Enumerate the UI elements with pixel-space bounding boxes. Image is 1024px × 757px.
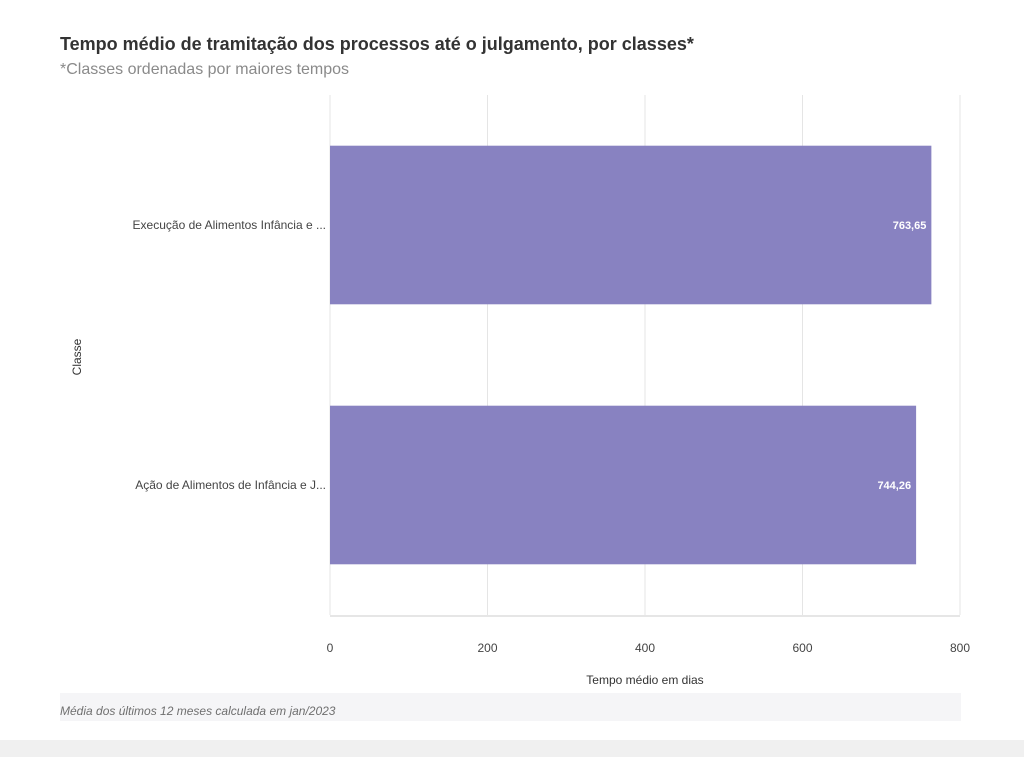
x-tick-label-1: 200 xyxy=(477,641,497,655)
category-label-1: Ação de Alimentos de Infância e J... xyxy=(135,478,326,492)
x-tick-label-0: 0 xyxy=(327,641,334,655)
bar-0[interactable] xyxy=(330,145,932,305)
x-tick-label-4: 800 xyxy=(950,641,970,655)
x-axis-ticks: 0 200 400 600 800 xyxy=(327,641,971,655)
category-label-0: Execução de Alimentos Infância e ... xyxy=(133,218,326,232)
chart-subtitle: *Classes ordenadas por maiores tempos xyxy=(60,61,350,78)
y-axis-categories: Execução de Alimentos Infância e ... Ação… xyxy=(133,218,326,492)
y-axis-label: Classe xyxy=(70,338,84,375)
bar-value-label-1: 744,26 xyxy=(877,480,911,492)
footer-note: Média dos últimos 12 meses calculada em … xyxy=(60,704,336,718)
bars: 763,65 744,26 xyxy=(330,145,932,565)
bar-value-label-0: 763,65 xyxy=(893,220,927,232)
bar-1[interactable] xyxy=(330,405,917,565)
footer-note-box xyxy=(60,693,961,721)
chart-title: Tempo médio de tramitação dos processos … xyxy=(60,34,694,54)
x-axis-label: Tempo médio em dias xyxy=(586,673,703,687)
x-tick-label-2: 400 xyxy=(635,641,655,655)
x-tick-label-3: 600 xyxy=(792,641,812,655)
bottom-strip xyxy=(0,740,1024,757)
